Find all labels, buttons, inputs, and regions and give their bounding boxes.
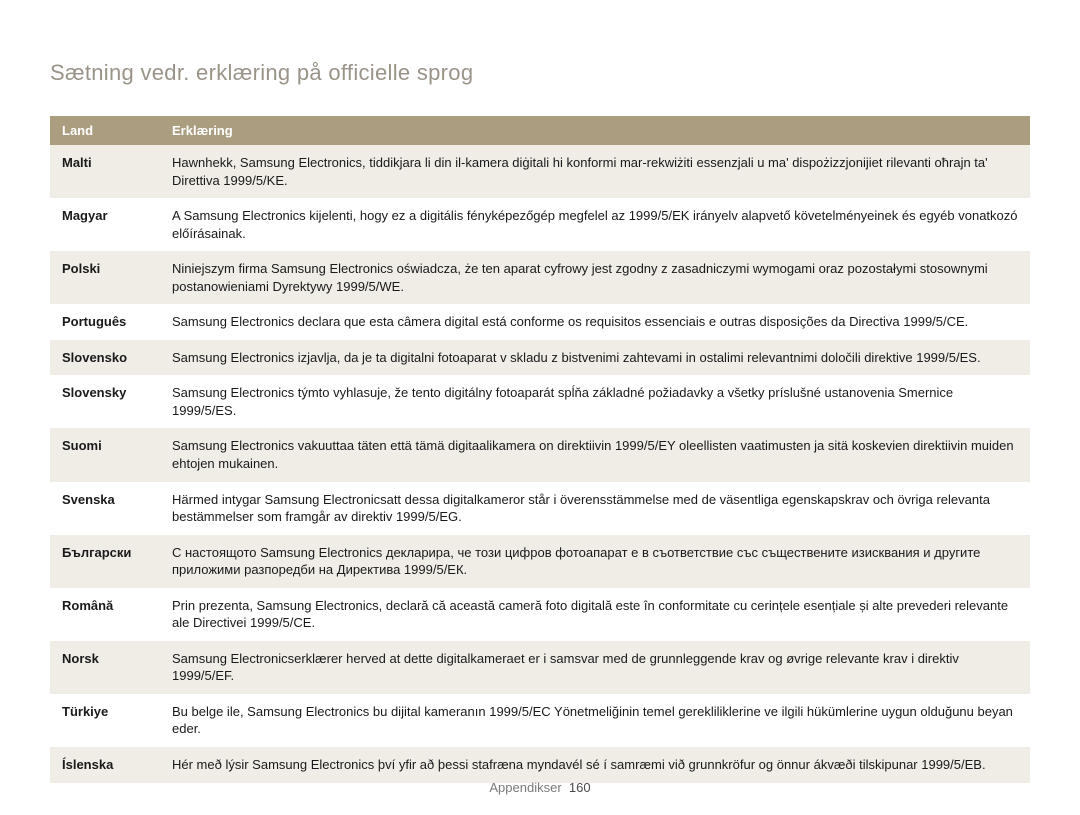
cell-declaration: Härmed intygar Samsung Electronicsatt de… (160, 482, 1030, 535)
table-row: PolskiNiniejszym firma Samsung Electroni… (50, 251, 1030, 304)
header-country: Land (50, 116, 160, 145)
cell-language: Slovensky (50, 375, 160, 428)
cell-declaration: Prin prezenta, Samsung Electronics, decl… (160, 588, 1030, 641)
table-row: NorskSamsung Electronicserklærer herved … (50, 641, 1030, 694)
cell-declaration: Hawnhekk, Samsung Electronics, tiddikjar… (160, 145, 1030, 198)
cell-declaration: Samsung Electronics izjavlja, da je ta d… (160, 340, 1030, 376)
page-title: Sætning vedr. erklæring på officielle sp… (50, 60, 1030, 86)
cell-declaration: Samsung Electronics týmto vyhlasuje, že … (160, 375, 1030, 428)
cell-declaration: Hér með lýsir Samsung Electronics því yf… (160, 747, 1030, 783)
table-row: SuomiSamsung Electronics vakuuttaa täten… (50, 428, 1030, 481)
table-row: RomânăPrin prezenta, Samsung Electronics… (50, 588, 1030, 641)
cell-declaration: Samsung Electronicserklærer herved at de… (160, 641, 1030, 694)
cell-declaration: Samsung Electronics declara que esta câm… (160, 304, 1030, 340)
cell-declaration: Samsung Electronics vakuuttaa täten että… (160, 428, 1030, 481)
table-row: TürkiyeBu belge ile, Samsung Electronics… (50, 694, 1030, 747)
header-declaration: Erklæring (160, 116, 1030, 145)
cell-declaration: Bu belge ile, Samsung Electronics bu dij… (160, 694, 1030, 747)
cell-declaration: С настоящото Samsung Electronics деклари… (160, 535, 1030, 588)
table-row: MaltiHawnhekk, Samsung Electronics, tidd… (50, 145, 1030, 198)
cell-language: Română (50, 588, 160, 641)
cell-language: Български (50, 535, 160, 588)
cell-language: Malti (50, 145, 160, 198)
cell-language: Íslenska (50, 747, 160, 783)
cell-language: Português (50, 304, 160, 340)
page-footer: Appendikser 160 (0, 780, 1080, 795)
cell-language: Suomi (50, 428, 160, 481)
cell-declaration: A Samsung Electronics kijelenti, hogy ez… (160, 198, 1030, 251)
cell-declaration: Niniejszym firma Samsung Electronics ośw… (160, 251, 1030, 304)
cell-language: Norsk (50, 641, 160, 694)
cell-language: Magyar (50, 198, 160, 251)
table-row: ÍslenskaHér með lýsir Samsung Electronic… (50, 747, 1030, 783)
footer-section: Appendikser (489, 780, 561, 795)
table-row: MagyarA Samsung Electronics kijelenti, h… (50, 198, 1030, 251)
table-header-row: Land Erklæring (50, 116, 1030, 145)
cell-language: Türkiye (50, 694, 160, 747)
table-row: SlovenskoSamsung Electronics izjavlja, d… (50, 340, 1030, 376)
declarations-table: Land Erklæring MaltiHawnhekk, Samsung El… (50, 116, 1030, 783)
table-row: PortuguêsSamsung Electronics declara que… (50, 304, 1030, 340)
table-row: SvenskaHärmed intygar Samsung Electronic… (50, 482, 1030, 535)
cell-language: Svenska (50, 482, 160, 535)
table-row: SlovenskySamsung Electronics týmto vyhla… (50, 375, 1030, 428)
footer-page-number: 160 (569, 780, 591, 795)
cell-language: Polski (50, 251, 160, 304)
table-row: БългарскиС настоящото Samsung Electronic… (50, 535, 1030, 588)
cell-language: Slovensko (50, 340, 160, 376)
